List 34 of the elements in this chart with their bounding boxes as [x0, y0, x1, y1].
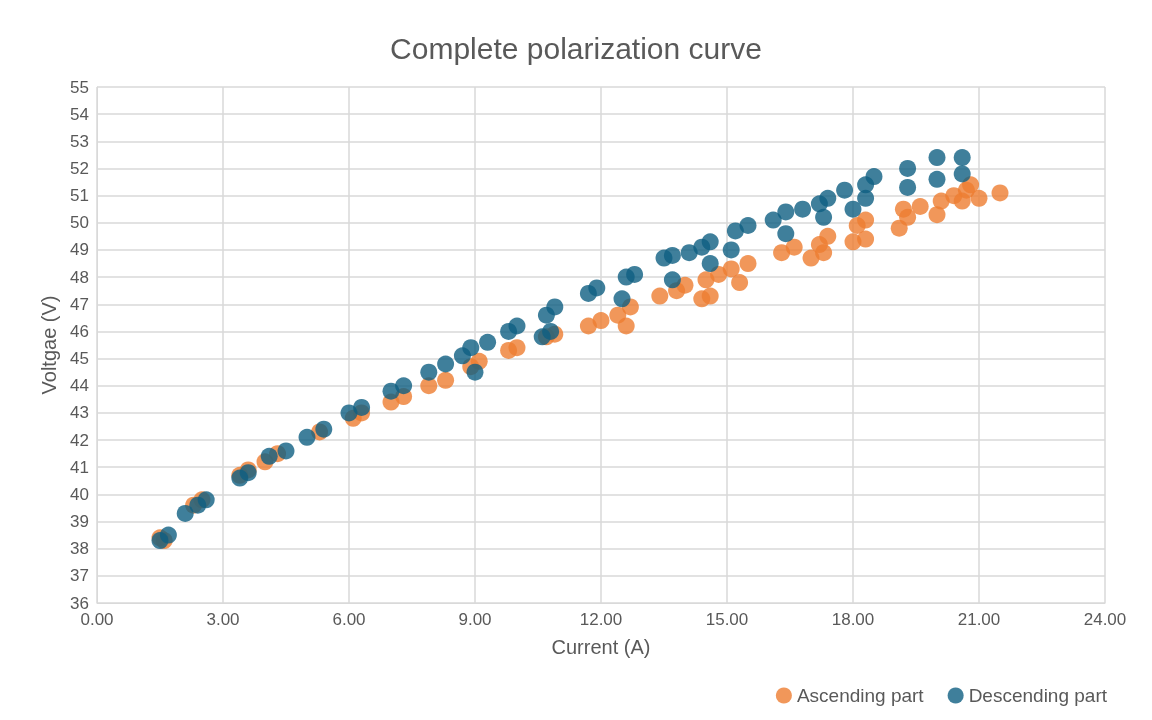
x-tick-label: 24.00	[1083, 610, 1127, 629]
x-tick-label: 15.00	[705, 610, 749, 629]
x-tick-label: 3.00	[206, 610, 240, 629]
x-tick-label: 9.00	[458, 610, 492, 629]
y-tick-label: 36	[70, 593, 89, 613]
y-tick-label: 53	[70, 131, 89, 151]
y-tick-label: 48	[70, 267, 89, 287]
y-tick-label: 39	[70, 512, 89, 532]
y-axis-title: Voltgae (V)	[38, 295, 60, 395]
y-tick-label: 41	[70, 457, 89, 477]
x-axis-title: Current (A)	[551, 636, 651, 658]
legend-label: Descending part	[968, 685, 1108, 706]
y-tick-label: 40	[70, 484, 89, 504]
chart-title: Complete polarization curve	[390, 31, 762, 65]
y-tick-label: 43	[70, 403, 89, 423]
y-tick-label: 51	[70, 186, 89, 206]
y-tick-label: 44	[70, 376, 89, 396]
y-tick-label: 50	[70, 213, 89, 233]
y-tick-label: 37	[70, 566, 89, 586]
x-tick-label: 0.00	[80, 610, 114, 629]
y-tick-label: 47	[70, 294, 89, 314]
y-tick-label: 54	[70, 104, 89, 124]
x-tick-label: 18.00	[831, 610, 875, 629]
y-tick-label: 49	[70, 240, 89, 260]
x-tick-label: 6.00	[332, 610, 366, 629]
y-tick-label: 55	[70, 77, 89, 97]
y-tick-label: 46	[70, 321, 89, 341]
legend-label: Ascending part	[796, 685, 925, 706]
y-tick-label: 38	[70, 539, 89, 559]
y-tick-label: 45	[70, 349, 89, 369]
y-tick-label: 42	[70, 430, 89, 450]
y-tick-label: 52	[70, 158, 89, 178]
x-tick-label: 12.00	[579, 610, 623, 629]
x-tick-label: 21.00	[957, 610, 1001, 629]
